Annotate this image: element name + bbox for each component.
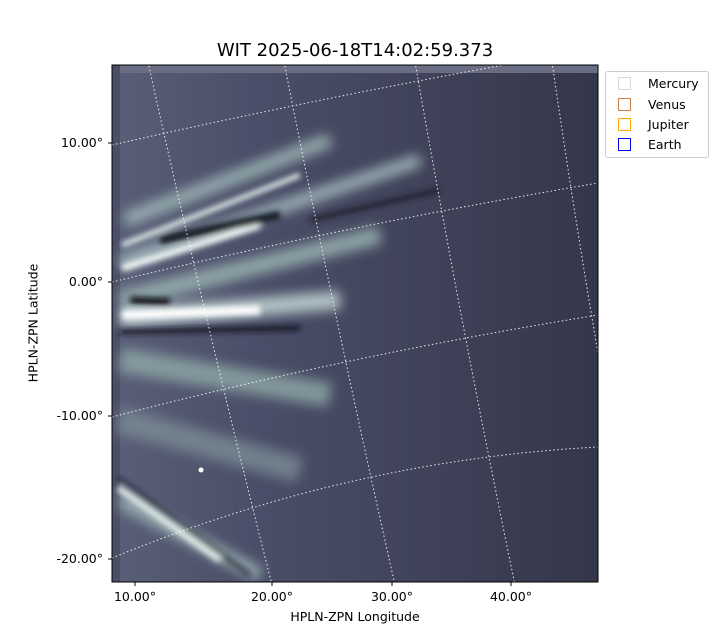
earth-swatch xyxy=(618,137,631,151)
x-tick-label: 10.00° xyxy=(113,589,157,604)
legend-item-earth: Earth xyxy=(618,136,682,152)
x-axis-label: HPLN-ZPN Longitude xyxy=(290,609,420,624)
jupiter-swatch xyxy=(618,117,631,131)
y-tick-label: -20.00° xyxy=(56,551,103,566)
legend-label: Earth xyxy=(648,136,682,152)
legend-item-jupiter: Jupiter xyxy=(618,116,689,132)
legend-label: Venus xyxy=(648,96,686,112)
y-tick-label: 0.00° xyxy=(68,274,103,289)
legend-label: Mercury xyxy=(648,75,699,91)
chart-title: WIT 2025-06-18T14:02:59.373 xyxy=(216,40,494,61)
legend-item-mercury: Mercury xyxy=(618,75,699,91)
x-tick-label: 40.00° xyxy=(489,589,533,604)
solar-wind-image xyxy=(112,65,598,582)
coordinate-grid xyxy=(112,65,598,582)
legend: Mercury Venus Jupiter Earth xyxy=(605,71,709,158)
y-tick-label: 10.00° xyxy=(60,135,103,150)
y-axis-label: HPLN-ZPN Latitude xyxy=(25,263,41,383)
mercury-swatch xyxy=(618,76,631,90)
x-tick-label: 20.00° xyxy=(250,589,294,604)
y-tick-label: -10.00° xyxy=(56,408,103,423)
venus-swatch xyxy=(618,97,631,111)
legend-label: Jupiter xyxy=(648,116,689,132)
x-tick-label: 30.00° xyxy=(370,589,414,604)
legend-item-venus: Venus xyxy=(618,96,686,112)
